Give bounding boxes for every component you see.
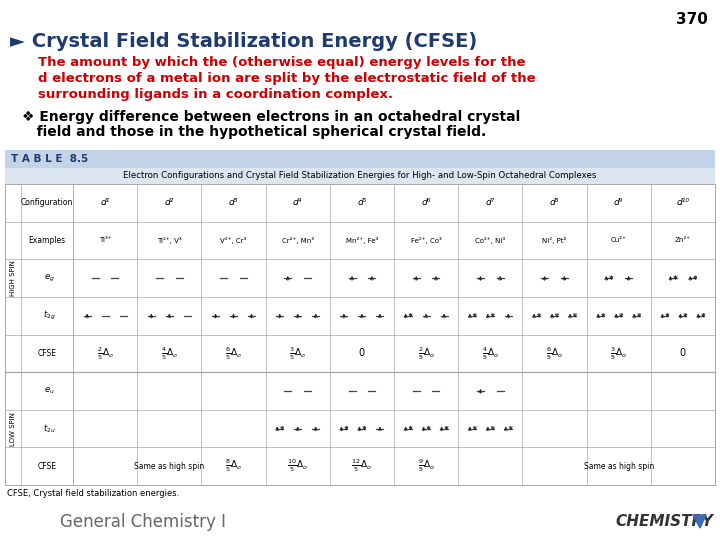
Text: $\frac{12}{5}\Delta_o$: $\frac{12}{5}\Delta_o$ [351, 458, 372, 475]
Text: $\frac{3}{5}\Delta_o$: $\frac{3}{5}\Delta_o$ [611, 345, 627, 362]
Text: $\frac{4}{5}\Delta_o$: $\frac{4}{5}\Delta_o$ [482, 345, 499, 362]
Text: $\frac{3}{5}\Delta_o$: $\frac{3}{5}\Delta_o$ [289, 345, 306, 362]
Text: $\frac{10}{5}\Delta_o$: $\frac{10}{5}\Delta_o$ [287, 458, 308, 475]
Text: d⁵: d⁵ [357, 198, 366, 207]
Text: $\frac{2}{5}\Delta_o$: $\frac{2}{5}\Delta_o$ [96, 345, 114, 362]
Text: surrounding ligands in a coordination complex.: surrounding ligands in a coordination co… [38, 88, 393, 101]
Text: $\frac{2}{5}\Delta_o$: $\frac{2}{5}\Delta_o$ [418, 345, 435, 362]
Text: ► Crystal Field Stabilization Energy (CFSE): ► Crystal Field Stabilization Energy (CF… [10, 32, 477, 51]
Text: Mn²⁺, Fe³: Mn²⁺, Fe³ [346, 237, 378, 244]
Bar [5, 150, 715, 168]
Text: Co²⁺, Ni³: Co²⁺, Ni³ [475, 237, 505, 244]
Text: $e_u$: $e_u$ [45, 386, 55, 396]
Text: LOW SPIN: LOW SPIN [10, 411, 16, 446]
Bar [5, 184, 715, 485]
Text: d¹⁰: d¹⁰ [676, 198, 690, 207]
Text: Ti²⁺, V³: Ti²⁺, V³ [157, 237, 181, 244]
Text: CFSE: CFSE [37, 349, 56, 358]
Text: $\frac{8}{5}\Delta_o$: $\frac{8}{5}\Delta_o$ [225, 458, 242, 475]
Text: Examples: Examples [28, 236, 66, 245]
Text: Electron Configurations and Crystal Field Stabilization Energies for High- and L: Electron Configurations and Crystal Fiel… [123, 172, 597, 180]
Text: ❖ Energy difference between electrons in an octahedral crystal: ❖ Energy difference between electrons in… [22, 110, 521, 124]
Text: The amount by which the (otherwise equal) energy levels for the: The amount by which the (otherwise equal… [38, 56, 526, 69]
Text: Ni², Pt²: Ni², Pt² [542, 237, 567, 244]
Text: 370: 370 [676, 12, 708, 27]
Text: d⁶: d⁶ [421, 198, 431, 207]
Text: $t_{2g}$: $t_{2g}$ [43, 309, 56, 322]
Text: Ti³⁺: Ti³⁺ [99, 238, 112, 244]
Text: CHEMISTRY: CHEMISTRY [615, 515, 713, 530]
Text: CFSE, Crystal field stabilization energies.: CFSE, Crystal field stabilization energi… [7, 489, 179, 498]
Text: d²: d² [165, 198, 174, 207]
Text: CFSE: CFSE [37, 462, 56, 471]
Text: Same as high spin: Same as high spin [134, 462, 204, 471]
Text: d electrons of a metal ion are split by the electrostatic field of the: d electrons of a metal ion are split by … [38, 72, 536, 85]
Text: Fe²⁺, Co³: Fe²⁺, Co³ [410, 237, 441, 244]
Text: Same as high spin: Same as high spin [584, 462, 654, 471]
Text: $\frac{4}{5}\Delta_o$: $\frac{4}{5}\Delta_o$ [161, 345, 178, 362]
Text: Configuration: Configuration [21, 198, 73, 207]
Polygon shape [693, 515, 706, 528]
Text: HIGH SPIN: HIGH SPIN [10, 260, 16, 296]
Text: General Chemistry I: General Chemistry I [60, 513, 226, 531]
Text: d⁷: d⁷ [485, 198, 495, 207]
Text: d¹: d¹ [100, 198, 109, 207]
Text: V²⁺, Cr³: V²⁺, Cr³ [220, 237, 247, 244]
Text: d⁸: d⁸ [550, 198, 559, 207]
Text: d³: d³ [229, 198, 238, 207]
Text: Cr²⁺, Mn³: Cr²⁺, Mn³ [282, 237, 314, 244]
Text: Zn²⁺: Zn²⁺ [675, 238, 691, 244]
Text: $\frac{6}{5}\Delta_o$: $\frac{6}{5}\Delta_o$ [546, 345, 563, 362]
Text: $t_{2u}$: $t_{2u}$ [43, 422, 56, 435]
Text: 0: 0 [359, 348, 365, 359]
Text: T A B L E  8.5: T A B L E 8.5 [11, 154, 89, 164]
Text: $\frac{6}{5}\Delta_o$: $\frac{6}{5}\Delta_o$ [225, 345, 242, 362]
Text: d⁴: d⁴ [293, 198, 302, 207]
Text: field and those in the hypothetical spherical crystal field.: field and those in the hypothetical sphe… [22, 125, 486, 139]
Text: $\frac{9}{5}\Delta_o$: $\frac{9}{5}\Delta_o$ [418, 458, 435, 475]
Bar [5, 168, 715, 184]
Text: 0: 0 [680, 348, 686, 359]
Text: Cu²⁺: Cu²⁺ [611, 238, 626, 244]
Text: $e_g$: $e_g$ [44, 273, 55, 284]
Text: d⁹: d⁹ [614, 198, 624, 207]
